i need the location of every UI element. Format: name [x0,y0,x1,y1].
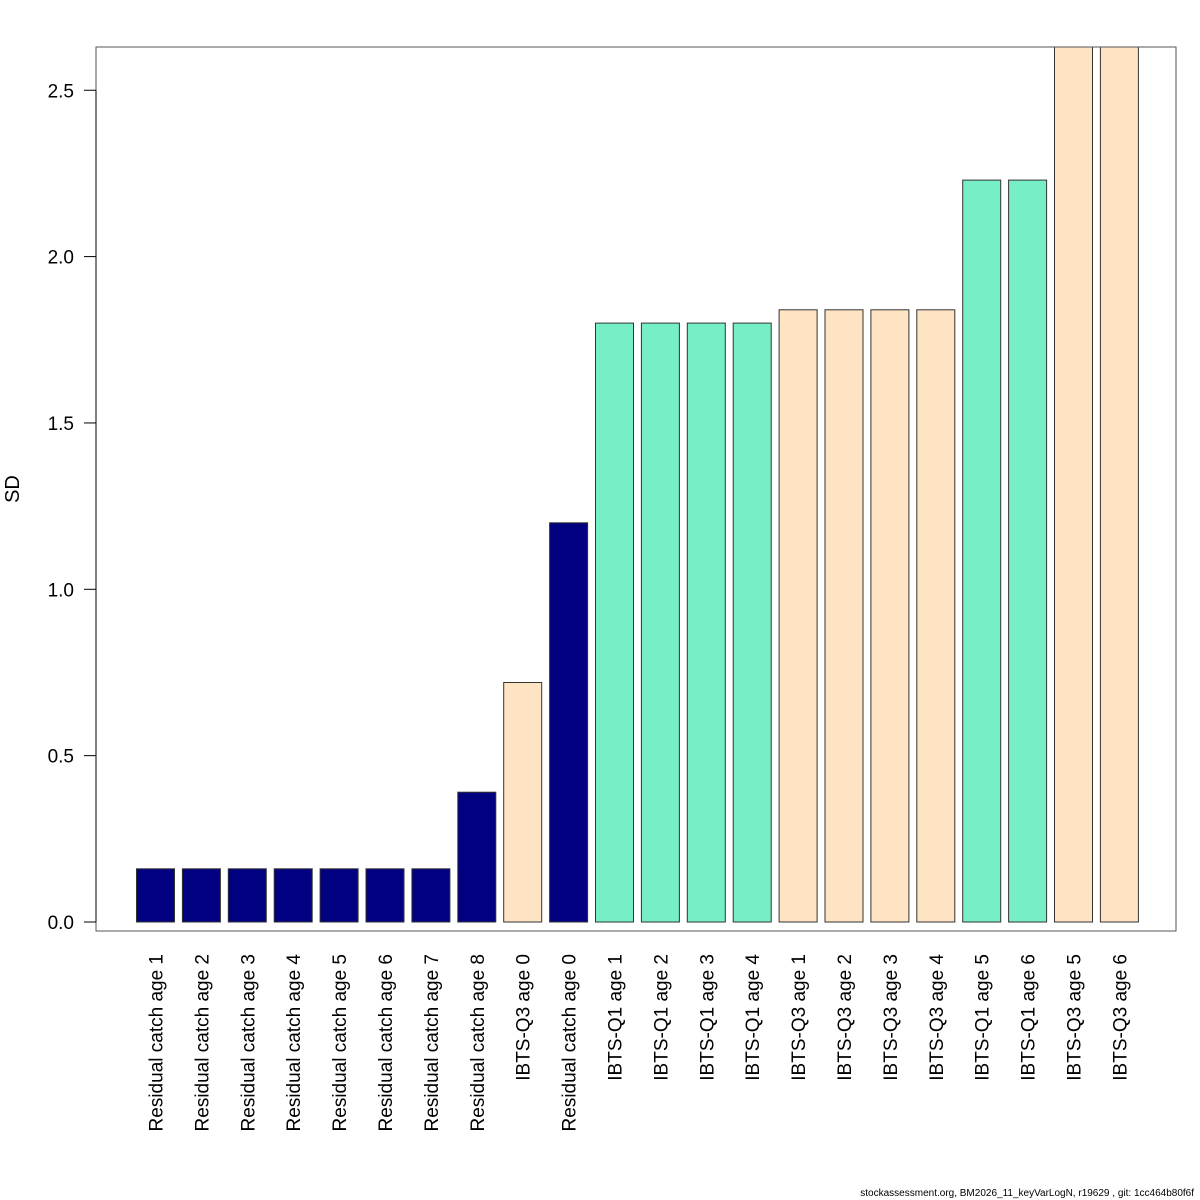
bar [962,179,1002,923]
bar [503,682,543,923]
bar [824,309,864,923]
x-axis-labels: Residual catch age 1 Residual catch age 2… [147,954,1132,1132]
bar [181,868,221,923]
bar [411,868,451,923]
y-axis-title: SD [2,475,24,503]
bar [870,309,910,923]
y-tick-label: 1.5 [48,414,74,435]
bar [457,791,497,923]
y-tick-label: 0.5 [48,747,74,768]
bar [136,868,175,923]
bar [319,868,359,923]
bar [1054,46,1093,923]
category-label: IBTS-Q3 age 3 [881,954,902,1081]
y-tick-label: 0.0 [48,913,74,934]
category-label: IBTS-Q1 age 6 [1019,954,1040,1081]
bar [549,522,589,923]
category-label: IBTS-Q1 age 3 [697,954,718,1081]
category-label: IBTS-Q3 age 6 [1110,954,1131,1081]
bar [365,868,405,923]
category-label: IBTS-Q1 age 1 [606,954,627,1081]
bar [732,322,772,923]
category-label: Residual catch age 5 [330,954,351,1131]
category-label: IBTS-Q3 age 4 [927,954,948,1081]
category-label: IBTS-Q3 age 1 [789,954,810,1081]
category-label: Residual catch age 6 [376,954,397,1131]
category-label: Residual catch age 8 [468,954,489,1131]
category-label: IBTS-Q1 age 5 [973,954,994,1081]
category-label: IBTS-Q3 age 5 [1065,954,1086,1081]
bar [778,309,818,923]
y-tick-label: 1.0 [48,580,74,601]
bar [227,868,267,923]
y-tick-label: 2.5 [48,81,74,102]
bar [686,322,726,923]
bar [273,868,313,923]
category-label: IBTS-Q3 age 2 [835,954,856,1081]
footer-credit: stockassessment.org, BM2026_11_keyVarLog… [860,1188,1194,1199]
category-label: Residual catch age 4 [284,954,305,1132]
category-label: IBTS-Q1 age 4 [743,954,764,1081]
bars-group [136,46,1139,923]
category-label: Residual catch age 7 [422,954,443,1131]
bar [640,322,680,923]
category-label: Residual catch age 0 [560,954,581,1131]
bar [1099,46,1139,923]
bar [916,309,956,923]
bar [1008,179,1048,923]
y-tick-label: 2.0 [48,248,74,269]
category-label: Residual catch age 1 [147,954,168,1131]
y-axis: 0.0 0.5 1.0 1.5 2.0 2.5 [48,81,97,934]
category-label: Residual catch age 3 [238,954,259,1131]
category-label: IBTS-Q1 age 2 [651,954,672,1081]
category-label: Residual catch age 2 [192,954,213,1131]
bar [595,322,634,923]
category-label: IBTS-Q3 age 0 [514,954,535,1081]
